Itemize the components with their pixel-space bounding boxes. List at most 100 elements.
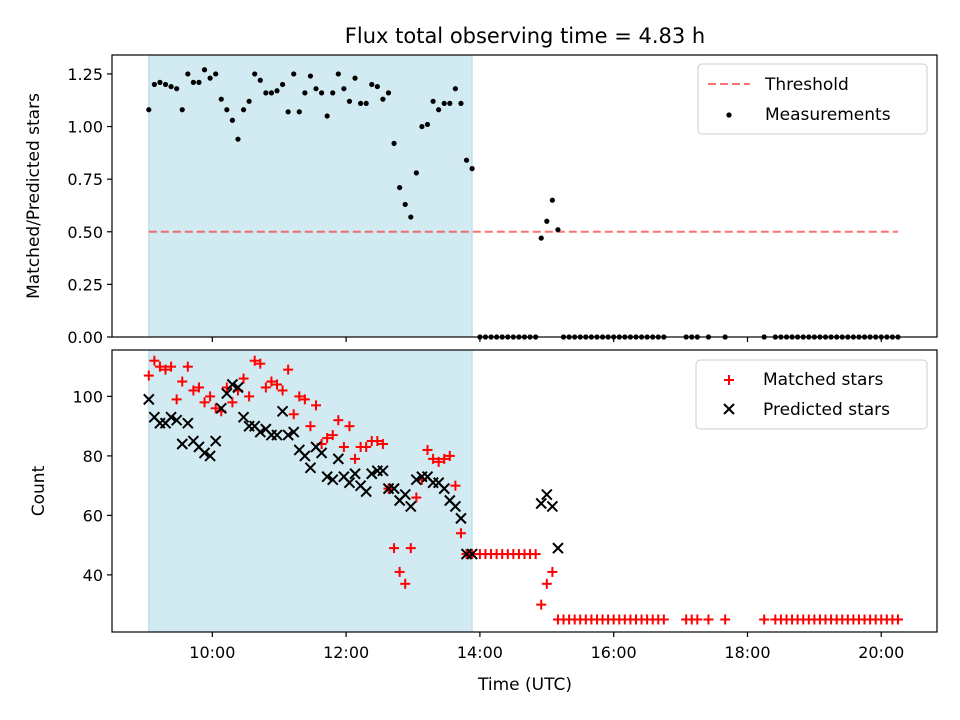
predicted-star-point bbox=[226, 378, 239, 391]
matched-star-point bbox=[394, 566, 405, 577]
measurement-point bbox=[252, 71, 258, 77]
bottom-y-tick-label: 60 bbox=[83, 506, 103, 525]
predicted-star-point bbox=[304, 462, 317, 474]
measurement-point bbox=[341, 86, 347, 92]
x-tick-label: 18:00 bbox=[724, 643, 770, 662]
count-points bbox=[143, 355, 903, 625]
measurement-point bbox=[419, 123, 425, 130]
matched-star-point bbox=[288, 409, 299, 420]
matched-star-point bbox=[199, 397, 210, 408]
matched-star-point bbox=[166, 361, 177, 372]
measurement-point bbox=[413, 170, 419, 176]
matched-star-point bbox=[422, 444, 433, 455]
x-tick-label: 20:00 bbox=[858, 643, 904, 662]
predicted-star-point bbox=[176, 438, 188, 450]
matched-star-point bbox=[344, 421, 355, 432]
top-legend-frame bbox=[697, 63, 928, 135]
predicted-star-point bbox=[288, 426, 300, 438]
bottom-axes-frame bbox=[111, 349, 938, 633]
measurement-point bbox=[436, 107, 442, 113]
predicted-star-point bbox=[237, 411, 250, 423]
matched-star-point bbox=[541, 578, 552, 589]
top-y-ticks: 0.00 0.25 0.50 0.75 1.00 1.25 bbox=[67, 65, 112, 347]
matched-star-point bbox=[389, 543, 400, 554]
legend-matched-swatch bbox=[724, 375, 734, 385]
measurement-point bbox=[402, 201, 408, 208]
matched-star-point bbox=[428, 453, 439, 464]
matched-star-point bbox=[400, 578, 411, 589]
matched-star-point bbox=[171, 394, 182, 405]
measurement-point bbox=[213, 71, 219, 77]
predicted-star-point bbox=[332, 453, 345, 465]
matched-star-point bbox=[227, 397, 238, 408]
predicted-star-point bbox=[182, 417, 194, 429]
measurement-point bbox=[296, 109, 302, 115]
matched-star-point bbox=[411, 492, 422, 503]
matched-star-point bbox=[444, 450, 455, 461]
matched-star-point bbox=[892, 614, 903, 625]
top-y-tick-label: 1.25 bbox=[67, 65, 103, 84]
predicted-star-point bbox=[299, 450, 311, 462]
predicted-star-point bbox=[315, 447, 328, 459]
legend-matched-label: Matched stars bbox=[763, 370, 883, 390]
measurement-point bbox=[196, 79, 202, 85]
measurement-point bbox=[391, 140, 397, 146]
predicted-star-point bbox=[254, 426, 266, 438]
predicted-star-point bbox=[410, 473, 423, 486]
measurement-point bbox=[146, 107, 152, 113]
measurement-point bbox=[207, 75, 213, 81]
predicted-star-point bbox=[232, 381, 244, 394]
x-tick-label: 14:00 bbox=[457, 643, 503, 662]
x-tick-label: 10:00 bbox=[189, 643, 235, 662]
bottom-y-tick-label: 80 bbox=[83, 447, 103, 466]
matched-star-point bbox=[405, 543, 416, 554]
predicted-star-point bbox=[399, 488, 411, 501]
matched-star-point bbox=[455, 528, 466, 539]
x-axis-label: Time (UTC) bbox=[477, 675, 572, 695]
measurement-point bbox=[218, 96, 224, 102]
measurement-point bbox=[447, 100, 453, 107]
matched-star-point bbox=[299, 394, 310, 405]
predicted-star-point bbox=[170, 414, 183, 426]
matched-star-point bbox=[759, 614, 770, 625]
matched-star-point bbox=[377, 439, 388, 449]
bottom-y-ticks: 40 60 80 100 bbox=[72, 387, 112, 585]
measurement-point bbox=[380, 96, 386, 102]
predicted-star-point bbox=[455, 512, 467, 525]
top-shaded-span-rect bbox=[148, 54, 473, 338]
bottom-y-tick-label: 100 bbox=[72, 387, 103, 406]
top-y-tick-label: 0.25 bbox=[67, 275, 103, 294]
matched-star-point bbox=[361, 441, 372, 452]
matched-star-point bbox=[547, 566, 558, 577]
measurement-point bbox=[346, 98, 353, 104]
measurement-point bbox=[538, 235, 544, 241]
top-shaded-span bbox=[148, 54, 473, 338]
measurement-point bbox=[263, 90, 269, 96]
predicted-star-point bbox=[438, 482, 450, 495]
measurement-point bbox=[555, 227, 561, 233]
matched-star-point bbox=[160, 364, 171, 375]
matched-star-point bbox=[255, 358, 266, 369]
measurement-point bbox=[279, 81, 286, 88]
predicted-star-point bbox=[143, 393, 155, 406]
bottom-legend-frame bbox=[695, 359, 928, 430]
measurement-point bbox=[318, 90, 325, 96]
measurement-point bbox=[291, 71, 297, 77]
measurement-point bbox=[307, 73, 314, 79]
bottom-y-tick-label: 40 bbox=[83, 566, 103, 585]
predicted-star-point bbox=[209, 435, 222, 447]
measurement-point bbox=[469, 166, 475, 172]
matched-star-point bbox=[327, 430, 338, 441]
measurement-point bbox=[229, 117, 236, 123]
matched-star-point bbox=[260, 382, 271, 393]
measurement-point bbox=[313, 86, 319, 92]
measurement-point bbox=[335, 71, 341, 77]
matched-star-point bbox=[439, 453, 450, 464]
measurement-point bbox=[544, 218, 550, 224]
matched-star-point bbox=[244, 391, 255, 402]
measurement-point bbox=[157, 79, 163, 85]
matched-star-point bbox=[266, 376, 277, 387]
measurement-point bbox=[430, 98, 436, 104]
matched-star-point bbox=[658, 614, 669, 625]
